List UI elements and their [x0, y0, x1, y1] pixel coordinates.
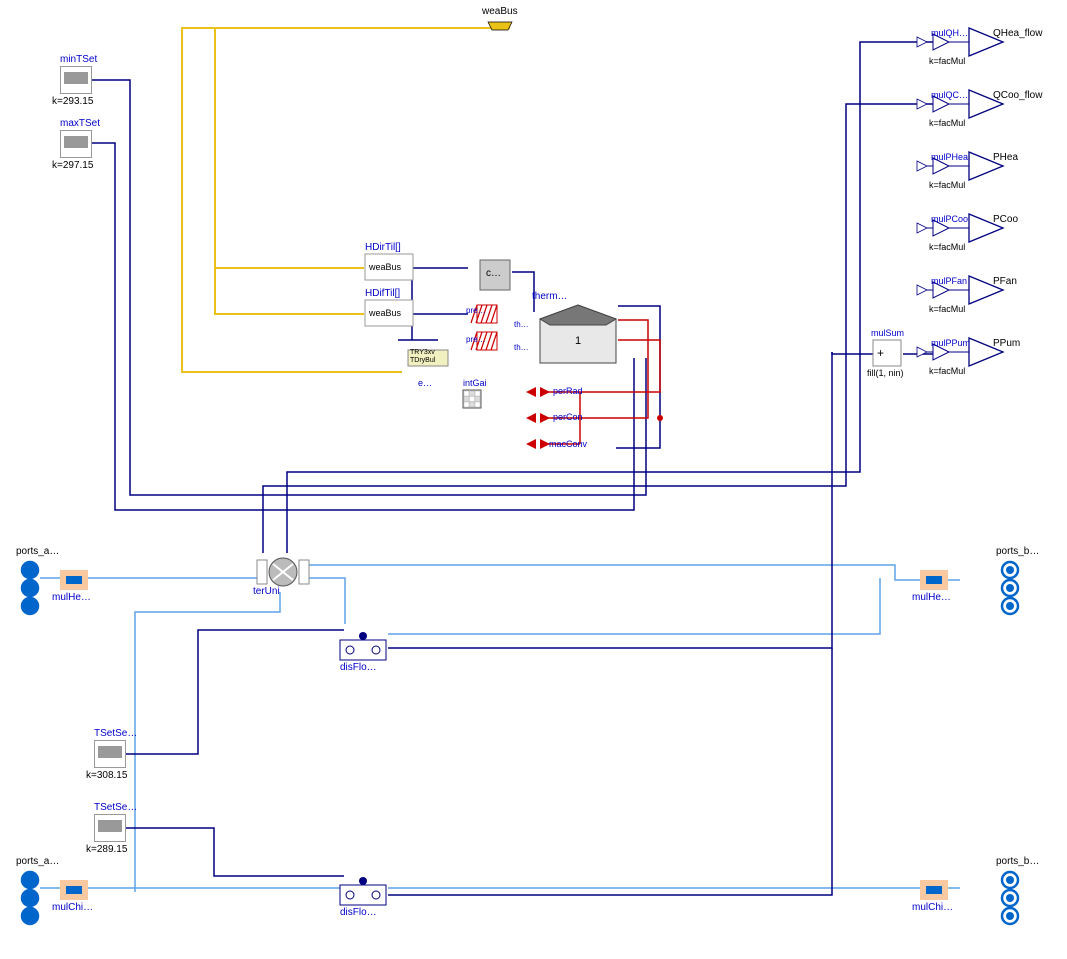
TSetSeCoo-label: TSetSe… — [94, 802, 137, 813]
TSetSeHea-value: k=308.15 — [86, 770, 127, 781]
minTSet-value: k=293.15 — [52, 96, 93, 107]
maxTSet-label: maxTSet — [60, 118, 100, 129]
minTSet-label: minTSet — [60, 54, 97, 65]
TSetSeCoo-value: k=289.15 — [86, 844, 127, 855]
weabus-label: weaBus — [482, 6, 518, 17]
maxTSet-block[interactable] — [60, 130, 92, 158]
TSetSeHea-block[interactable] — [94, 740, 126, 768]
TSetSeCoo-block[interactable] — [94, 814, 126, 842]
TSetSeHea-label: TSetSe… — [94, 728, 137, 739]
minTSet-block[interactable] — [60, 66, 92, 94]
maxTSet-value: k=297.15 — [52, 160, 93, 171]
